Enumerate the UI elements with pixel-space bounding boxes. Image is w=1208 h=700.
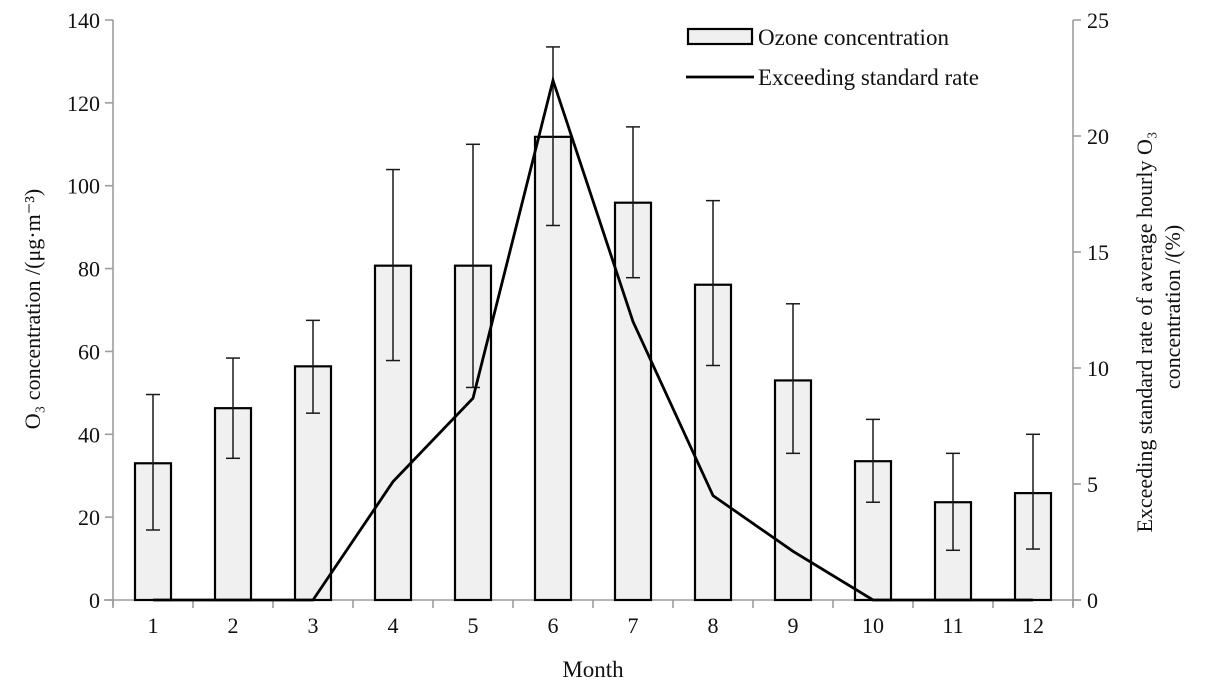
- right-axis-tick-label: 20: [1087, 124, 1109, 149]
- right-axis-tick-label: 5: [1087, 472, 1098, 497]
- x-axis-tick-label: 9: [788, 613, 799, 638]
- left-axis-tick-label: 40: [78, 422, 100, 447]
- x-axis-title: Month: [562, 657, 624, 682]
- right-axis-title-line1: Exceeding standard rate of average hourl…: [1132, 131, 1157, 532]
- left-axis-title: O₃ concentration /(μg·m⁻³): [20, 189, 45, 430]
- left-axis-tick-label: 80: [78, 257, 100, 282]
- right-axis-tick-label: 10: [1087, 356, 1109, 381]
- right-axis-title-line2: concentration /(%): [1160, 225, 1185, 389]
- rate-line: [153, 75, 1033, 602]
- x-axis-tick-label: 4: [388, 613, 399, 638]
- x-axis-tick-label: 3: [308, 613, 319, 638]
- left-axis-tick-label: 120: [67, 91, 100, 116]
- right-axis-tick-label: 25: [1087, 8, 1109, 33]
- left-axis-tick-label: 0: [89, 588, 100, 613]
- legend-line-label: Exceeding standard rate: [758, 65, 979, 90]
- right-axis-tick-label: 0: [1087, 588, 1098, 613]
- legend-bar-swatch: [686, 27, 754, 46]
- left-axis-tick-label: 20: [78, 505, 100, 530]
- x-axis-tick-label: 12: [1022, 613, 1044, 638]
- left-axis-tick-label: 140: [67, 8, 100, 33]
- x-axis-tick-label: 11: [942, 613, 963, 638]
- x-axis-tick-label: 1: [148, 613, 159, 638]
- x-axis-tick-label: 10: [862, 613, 884, 638]
- left-axis-tick-label: 60: [78, 339, 100, 364]
- left-axis-tick-label: 100: [67, 174, 100, 199]
- x-axis-tick-label: 2: [228, 613, 239, 638]
- x-axis-tick-label: 8: [708, 613, 719, 638]
- right-axis-tick-label: 15: [1087, 240, 1109, 265]
- x-axis-tick-label: 7: [628, 613, 639, 638]
- x-axis-tick-label: 6: [548, 613, 559, 638]
- legend-bar-label: Ozone concentration: [758, 25, 949, 50]
- x-axis-tick-label: 5: [468, 613, 479, 638]
